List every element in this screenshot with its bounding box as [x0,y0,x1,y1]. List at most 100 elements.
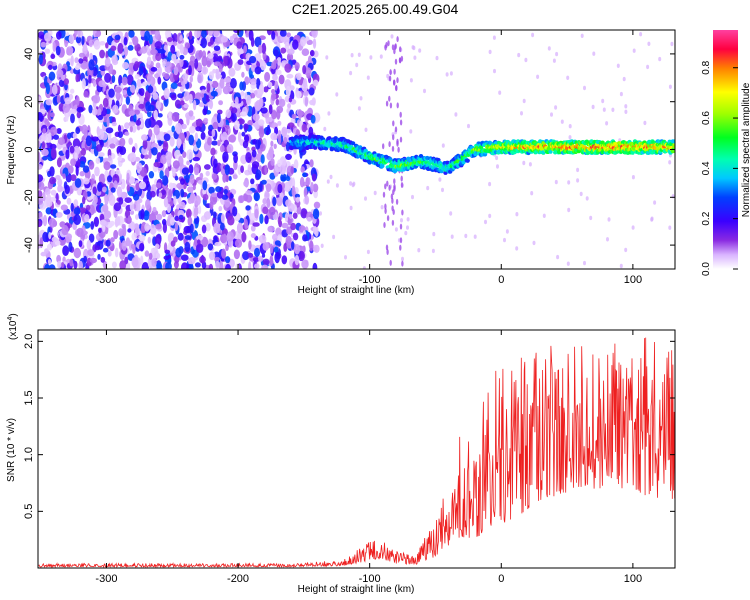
heatmap-noise-cell [186,149,194,161]
heatmap-noise-cell [192,156,200,162]
heatmap-noise-cell [163,87,170,100]
heatmap-noise-cell [149,223,157,235]
heatmap-streak-cell [396,77,399,84]
heatmap-noise-cell [78,260,83,269]
heatmap-noise-cell [163,133,171,142]
heatmap-faint-cell [329,174,333,180]
heatmap-noise-cell [281,222,289,229]
y-tick-label: 1.0 [23,447,35,462]
heatmap-noise-cell [55,211,63,218]
heatmap-noise-cell [123,36,128,46]
heatmap-noise-cell [234,238,243,248]
heatmap-noise-cell [221,131,228,143]
heatmap-noise-cell [229,35,234,44]
heatmap-noise-cell [56,69,64,78]
heatmap-noise-cell [138,181,147,190]
heatmap-noise-cell [134,74,140,80]
y-tick-label: -20 [23,189,35,205]
heatmap-noise-cell [312,38,317,49]
heatmap-noise-cell [104,72,112,83]
heatmap-noise-cell [231,107,238,114]
heatmap-noise-cell [140,255,144,266]
heatmap-noise-cell [79,171,85,177]
heatmap-noise-cell [116,186,123,198]
heatmap-noise-cell [88,104,93,114]
heatmap-noise-cell [79,207,87,213]
heatmap-noise-cell [97,182,103,192]
heatmap-streak-cell [399,46,402,53]
heatmap-noise-cell [259,143,266,152]
heatmap-noise-cell [262,198,267,205]
heatmap-noise-cell [102,186,107,193]
heatmap-noise-cell [79,161,86,168]
heatmap-noise-cell [278,98,286,108]
heatmap-noise-cell [122,62,130,70]
heatmap-noise-cell [60,204,68,211]
heatmap-streak-cell [386,215,390,222]
heatmap-noise-cell [300,36,307,47]
heatmap-noise-cell [195,126,202,132]
heatmap-noise-cell [75,126,81,135]
heatmap-noise-cell [121,223,126,229]
heatmap-noise-cell [239,111,247,117]
heatmap-noise-cell [249,74,255,79]
heatmap-noise-cell [73,260,78,269]
heatmap-noise-cell [196,118,203,128]
heatmap-noise-cell [211,80,219,89]
heatmap-noise-cell [250,225,256,232]
heatmap-faint-cell [493,68,496,74]
heatmap-noise-cell [114,247,119,258]
heatmap-noise-cell [216,191,224,199]
heatmap-noise-cell [189,192,195,204]
heatmap-layer [38,30,675,269]
heatmap-noise-cell [114,86,122,94]
heatmap-noise-cell [124,122,130,129]
heatmap-noise-cell [187,216,193,227]
heatmap-noise-cell [178,214,184,220]
heatmap-noise-cell [69,258,74,267]
chart-title: C2E1.2025.265.00.49.G04 [292,1,459,17]
heatmap-noise-cell [76,106,84,113]
heatmap-noise-cell [165,61,172,69]
heatmap-noise-cell [274,240,281,246]
heatmap-noise-cell [188,30,193,40]
heatmap-faint-cell [611,107,615,113]
heatmap-noise-cell [42,128,47,134]
heatmap-streak-cell [394,44,397,51]
heatmap-noise-cell [66,236,70,243]
heatmap-noise-cell [215,260,220,269]
heatmap-noise-cell [261,42,267,55]
heatmap-noise-cell [207,136,212,146]
heatmap-noise-cell [194,195,201,206]
heatmap-noise-cell [223,139,229,147]
heatmap-noise-cell [145,199,151,210]
heatmap-noise-cell [106,116,110,127]
heatmap-noise-cell [113,229,119,240]
heatmap-noise-cell [272,196,277,207]
heatmap-noise-cell [66,197,72,205]
y-tick-label: 0 [23,146,35,152]
heatmap-noise-cell [75,73,79,83]
heatmap-noise-cell [38,220,42,228]
heatmap-noise-cell [173,195,177,206]
heatmap-noise-cell [108,97,113,106]
heatmap-noise-cell [117,131,123,139]
heatmap-noise-cell [38,212,43,218]
heatmap-noise-cell [244,218,249,230]
heatmap-noise-cell [88,39,93,48]
heatmap-faint-cell [426,185,430,191]
heatmap-noise-cell [257,44,263,54]
heatmap-faint-cell [601,98,605,104]
heatmap-noise-cell [67,165,74,174]
heatmap-noise-cell [220,36,228,43]
heatmap-faint-cell [327,111,331,116]
heatmap-noise-cell [163,255,170,261]
heatmap-noise-cell [262,258,270,266]
heatmap-noise-cell [110,237,115,243]
heatmap-noise-cell [132,36,139,46]
heatmap-noise-cell [222,151,229,163]
colorbar-ticks: 0.0 0.2 0.4 0.6 0.8 [701,60,738,276]
heatmap-noise-cell [228,134,236,143]
heatmap-noise-cell [262,242,270,251]
